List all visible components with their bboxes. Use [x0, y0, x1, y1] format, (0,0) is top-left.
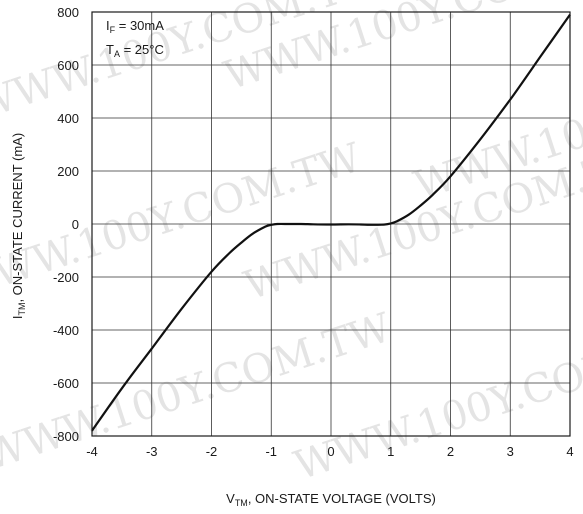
- x-axis-label-subscript: TM: [235, 498, 248, 508]
- x-tick-label: 4: [566, 444, 573, 459]
- y-axis-label-prefix: I: [10, 316, 25, 320]
- series-line: [91, 13, 571, 432]
- y-tick-label: -200: [53, 270, 79, 285]
- y-tick-label: 0: [72, 217, 79, 232]
- annotation-label: IF = 30mA: [106, 18, 164, 35]
- y-axis-label-subscript: TM: [17, 303, 27, 316]
- y-tick-labels: 800 600 400 200 0 -200 -400 -600 -800: [53, 5, 79, 444]
- x-tick-label: 1: [387, 444, 394, 459]
- x-tick-label: 0: [327, 444, 334, 459]
- x-axis-label-text: , ON-STATE VOLTAGE (VOLTS): [248, 491, 436, 506]
- x-axis-label-prefix: V: [226, 491, 235, 506]
- x-tick-label: 3: [507, 444, 514, 459]
- y-tick-label: -600: [53, 376, 79, 391]
- x-tick-label: -4: [86, 444, 98, 459]
- y-tick-label: 400: [57, 111, 79, 126]
- annotation-label: TA = 25°C: [106, 42, 164, 59]
- y-tick-label: -800: [53, 429, 79, 444]
- y-tick-label: -400: [53, 323, 79, 338]
- y-axis-label: ITM, ON-STATE CURRENT (mA): [10, 133, 27, 319]
- x-tick-label: -1: [265, 444, 277, 459]
- x-tick-label: -2: [206, 444, 218, 459]
- y-tick-label: 800: [57, 5, 79, 20]
- x-axis-label: VTM, ON-STATE VOLTAGE (VOLTS): [226, 491, 436, 508]
- x-tick-label: 2: [447, 444, 454, 459]
- plot-frame: [91, 11, 571, 437]
- x-tick-labels: -4 -3 -2 -1 0 1 2 3 4: [86, 444, 573, 459]
- y-tick-label: 600: [57, 58, 79, 73]
- y-tick-label: 200: [57, 164, 79, 179]
- y-axis-label-text: , ON-STATE CURRENT (mA): [10, 133, 25, 303]
- x-tick-label: -3: [146, 444, 158, 459]
- annotation-box: IF = 30mA TA = 25°C: [106, 18, 164, 59]
